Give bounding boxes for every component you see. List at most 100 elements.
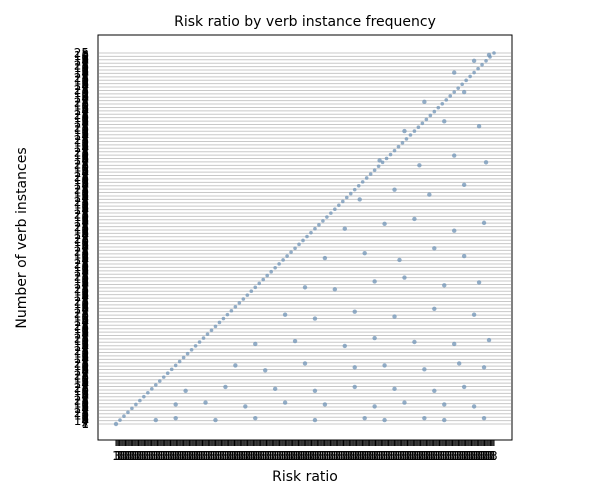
y-tick-label: 1 [81, 119, 89, 133]
y-tick-label: 2 [81, 167, 89, 181]
y-tick-label: 8 [81, 65, 89, 79]
x-tick-label: 1 [126, 449, 134, 463]
y-tick-label: 1 [81, 181, 89, 195]
y-tick-label: 3 [81, 147, 89, 161]
x-tick-label: 3 [331, 449, 339, 463]
y-tick-label: 5 [81, 187, 89, 201]
y-tick-label: 14 [74, 104, 89, 118]
scatter-point [456, 86, 460, 90]
x-tick-label: 3 [386, 449, 394, 463]
x-tick-label: 1 [321, 449, 329, 463]
scatter-point [273, 265, 277, 270]
y-tick-label: 25 [74, 282, 89, 296]
x-tick-label: 3 [298, 449, 306, 463]
scatter-point [492, 51, 496, 55]
y-tick-label: 3 [81, 395, 89, 409]
scatter-point [312, 388, 318, 394]
scatter-point [382, 417, 387, 423]
x-tick-label: 3 [471, 449, 479, 463]
x-tick-label: 3 [125, 449, 133, 463]
x-tick-label: 3 [369, 449, 377, 463]
x-tick-label: 3 [438, 449, 446, 463]
x-tick-label: 3 [464, 449, 472, 463]
scatter-point [265, 273, 270, 278]
x-tick-label: 3 [459, 449, 467, 463]
x-tick-label: 3 [175, 449, 183, 463]
scatter-point [392, 386, 397, 392]
x-tick-label: 1 [250, 449, 258, 463]
scatter-point [177, 359, 182, 364]
x-tick-label: 3 [393, 449, 401, 463]
scatter-point [382, 221, 387, 227]
x-tick-label: 1 [434, 449, 442, 463]
scatter-point [357, 197, 362, 202]
y-tick-label: 3 [81, 60, 89, 74]
x-tick-label: 3 [149, 449, 157, 463]
y-tick-label: 5 [81, 75, 89, 89]
x-tick-label: 1 [299, 449, 307, 463]
y-tick-label: 2 [81, 217, 89, 231]
x-tick-label: 1 [344, 449, 352, 463]
y-tick-label: 6 [81, 101, 89, 115]
x-tick-label: 1 [200, 449, 208, 463]
y-tick-label: 2 [81, 56, 89, 70]
scatter-point [113, 421, 119, 427]
y-tick-label: 8 [81, 314, 89, 328]
y-tick-label: 8 [81, 363, 89, 377]
scatter-point [122, 414, 126, 418]
scatter-point [201, 336, 206, 340]
scatter-point [452, 70, 457, 75]
y-tick-label: 25 [74, 257, 89, 271]
x-tick-label: 1 [269, 449, 277, 463]
x-tick-label: 3 [329, 449, 337, 463]
x-tick-label: 3 [275, 449, 283, 463]
x-tick-label: 1 [347, 449, 355, 463]
y-tick-label: 5 [81, 298, 89, 312]
y-tick-label: 2 [81, 341, 89, 355]
y-tick-label: 3 [81, 258, 89, 272]
x-tick-label: 1 [205, 449, 213, 463]
x-tick-label: 3 [398, 449, 406, 463]
y-tick-label: 2 [81, 354, 89, 368]
x-tick-label: 1 [266, 449, 274, 463]
y-tick-label: 6 [81, 89, 89, 103]
x-tick-label: 1 [477, 449, 485, 463]
scatter-point [309, 230, 313, 235]
scatter-point [332, 287, 338, 292]
y-tick-label: 1 [81, 343, 89, 357]
x-tick-label: 1 [370, 449, 378, 463]
y-tick-label: 25 [74, 344, 89, 358]
x-tick-label: 1 [214, 449, 222, 463]
y-tick-label: 5 [81, 212, 89, 226]
y-tick-label: 3 [81, 72, 89, 86]
x-tick-label: 3 [379, 449, 387, 463]
y-tick-label: 2 [81, 391, 89, 405]
scatter-point [153, 417, 158, 423]
y-tick-label: 10 [74, 210, 89, 224]
scatter-point [302, 285, 308, 290]
x-tick-label: 1 [115, 449, 123, 463]
x-tick-label: 3 [213, 449, 221, 463]
y-tick-label: 2 [81, 192, 89, 206]
scatter-point [189, 348, 194, 352]
x-tick-label: 1 [231, 449, 239, 463]
x-tick-label: 3 [336, 449, 344, 463]
x-tick-label: 1 [333, 449, 341, 463]
x-tick-label: 3 [400, 449, 408, 463]
x-tick-label: 3 [305, 449, 313, 463]
x-tick-label: 1 [283, 449, 291, 463]
y-tick-label: 6 [81, 176, 89, 190]
x-tick-label: 3 [327, 449, 335, 463]
scatter-point [333, 207, 337, 212]
y-tick-label: 6 [81, 138, 89, 152]
scatter-point [380, 160, 385, 165]
x-tick-label: 1 [406, 449, 414, 463]
x-tick-label: 3 [237, 449, 245, 463]
x-tick-label: 1 [195, 449, 203, 463]
x-tick-label: 1 [202, 449, 210, 463]
scatter-point [292, 338, 298, 344]
scatter-point [165, 371, 170, 376]
y-tick-label: 2 [81, 130, 89, 144]
x-tick-label: 1 [273, 449, 281, 463]
